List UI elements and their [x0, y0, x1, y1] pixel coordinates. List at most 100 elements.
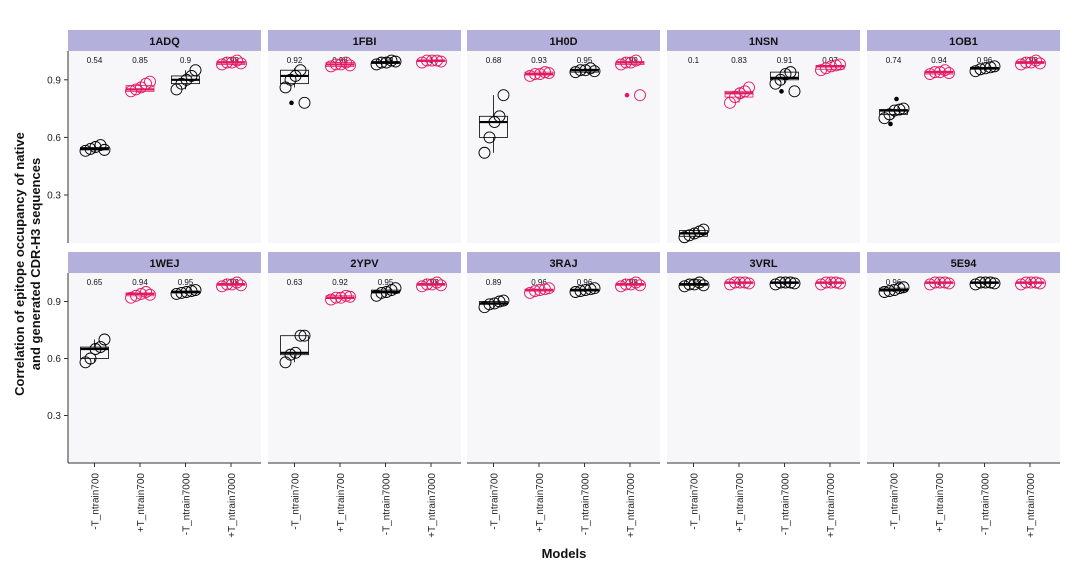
data-point [579, 284, 592, 297]
box [280, 335, 309, 356]
y-tick-label: 0.3 [47, 411, 61, 422]
data-point [630, 54, 642, 67]
data-point [1034, 57, 1046, 70]
data-point [185, 285, 198, 297]
panel-strip [268, 30, 461, 51]
box [80, 346, 109, 359]
data-point [529, 68, 541, 80]
panel-strip-label: 5E94 [951, 258, 978, 270]
median-label: 0.96 [531, 278, 547, 287]
data-point [539, 66, 551, 79]
data-point [226, 278, 238, 291]
data-point [574, 285, 587, 297]
x-tick-label: -T_ntrain700 [690, 473, 701, 530]
panel-strip [867, 252, 1060, 273]
data-point [385, 54, 398, 67]
data-point [974, 276, 987, 289]
outlier-point [888, 121, 893, 127]
data-point [539, 283, 551, 296]
outlier-point [894, 96, 899, 102]
panel-background [268, 273, 461, 463]
data-point [221, 56, 233, 69]
median-label: 0.74 [886, 56, 902, 65]
data-point [1020, 276, 1032, 289]
x-tick-label: +T_ntrain7000 [227, 473, 238, 538]
x-tick-label: -T_ntrain700 [890, 473, 901, 530]
x-tick-label: +T_ntrain7000 [1026, 473, 1037, 538]
x-tick-label: +T_ntrain7000 [826, 473, 837, 538]
data-point [729, 276, 741, 289]
data-point [924, 278, 936, 291]
data-point [180, 286, 193, 298]
data-point [788, 277, 801, 290]
data-point [834, 277, 846, 290]
data-point [294, 329, 307, 342]
data-point [325, 60, 337, 73]
data-point [497, 294, 510, 307]
x-tick-label: -T_ntrain7000 [581, 473, 592, 536]
panel-background [68, 273, 261, 463]
data-point [284, 348, 297, 361]
data-point [344, 59, 356, 72]
panel-strip-label: 2YPV [350, 258, 379, 270]
panel-background [867, 51, 1060, 243]
data-point [1020, 56, 1032, 69]
data-point [929, 276, 941, 289]
data-point [979, 62, 992, 75]
data-point [888, 284, 901, 297]
data-point [625, 278, 637, 291]
data-point [988, 60, 1001, 73]
panel-strip-label: 3VRL [749, 258, 777, 270]
data-point [135, 287, 147, 300]
median-label: 0.91 [777, 56, 793, 65]
panel-strip [667, 30, 860, 51]
data-point [130, 83, 142, 96]
panel-background [467, 51, 660, 243]
data-point [89, 343, 102, 355]
median-label: 0.93 [531, 56, 547, 65]
data-point [584, 283, 597, 296]
data-point [98, 333, 111, 346]
data-point [216, 280, 228, 293]
outlier-point [779, 89, 784, 94]
y-tick-label: 0.9 [47, 297, 61, 308]
y-axis-title-line-1: Correlation of epitope occupancy of nati… [12, 132, 27, 396]
data-point [784, 66, 797, 79]
data-point [620, 56, 632, 69]
data-point [435, 55, 447, 68]
data-point [929, 66, 941, 79]
data-point [421, 278, 433, 291]
median-label: 0.83 [731, 56, 747, 65]
panel-background [268, 51, 461, 243]
data-point [380, 56, 393, 69]
data-point [683, 278, 696, 291]
median-label: 0.9 [180, 56, 192, 65]
data-point [298, 329, 311, 342]
data-point [493, 295, 506, 308]
panel-strip-label: 1WEJ [150, 258, 180, 270]
data-point [534, 284, 546, 297]
data-point [534, 68, 546, 80]
x-tick-label: +T_ntrain700 [136, 473, 147, 533]
data-point [588, 65, 601, 78]
data-point [389, 282, 402, 295]
median-label: 0.1 [688, 56, 700, 65]
y-tick-label: 0.6 [47, 133, 61, 144]
data-point [330, 58, 342, 71]
x-tick-label: +T_ntrain7000 [427, 473, 438, 538]
data-point [820, 276, 832, 289]
data-point [344, 290, 356, 303]
panel-strip-label: 1OB1 [949, 36, 978, 48]
x-tick-label: -T_ntrain700 [291, 473, 302, 530]
data-point [984, 276, 997, 289]
data-point [739, 85, 751, 98]
data-point [697, 279, 710, 292]
data-point [1030, 54, 1042, 67]
data-point [140, 286, 152, 298]
data-point [734, 276, 746, 289]
data-point [734, 87, 746, 100]
data-point [934, 66, 946, 79]
data-point [189, 64, 202, 77]
median-label: 0.95 [577, 56, 593, 65]
